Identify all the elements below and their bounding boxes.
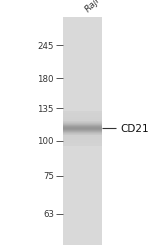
Bar: [63, 141, 102, 142]
Bar: [63, 124, 102, 125]
Bar: [63, 118, 102, 119]
Bar: [63, 123, 102, 124]
Bar: [63, 113, 102, 114]
Bar: [63, 18, 102, 245]
Text: Raji: Raji: [83, 0, 101, 14]
Bar: [63, 145, 102, 146]
Bar: [63, 136, 102, 137]
Bar: [63, 134, 102, 135]
Text: 63: 63: [43, 209, 54, 218]
Bar: [63, 116, 102, 117]
Bar: [63, 117, 102, 118]
Text: 180: 180: [38, 74, 54, 83]
Bar: [63, 122, 102, 123]
Text: CD21: CD21: [120, 124, 149, 134]
Bar: [63, 120, 102, 121]
Bar: [63, 114, 102, 115]
Text: 135: 135: [38, 104, 54, 113]
Bar: [63, 126, 102, 127]
Bar: [63, 129, 102, 130]
Text: 245: 245: [38, 42, 54, 51]
Bar: [63, 133, 102, 134]
Bar: [63, 121, 102, 122]
Bar: [63, 111, 102, 112]
Bar: [63, 140, 102, 141]
Bar: [63, 138, 102, 139]
Bar: [63, 112, 102, 113]
Bar: [63, 128, 102, 129]
Bar: [63, 137, 102, 138]
Bar: [63, 139, 102, 140]
Bar: [63, 135, 102, 136]
Bar: [63, 125, 102, 126]
Bar: [63, 119, 102, 120]
Text: 100: 100: [38, 137, 54, 146]
Bar: [63, 144, 102, 145]
Bar: [63, 130, 102, 131]
Bar: [63, 115, 102, 116]
Bar: [63, 142, 102, 143]
Bar: [63, 131, 102, 132]
Bar: [63, 132, 102, 133]
Bar: [63, 127, 102, 128]
Text: 75: 75: [43, 172, 54, 181]
Bar: [63, 143, 102, 144]
